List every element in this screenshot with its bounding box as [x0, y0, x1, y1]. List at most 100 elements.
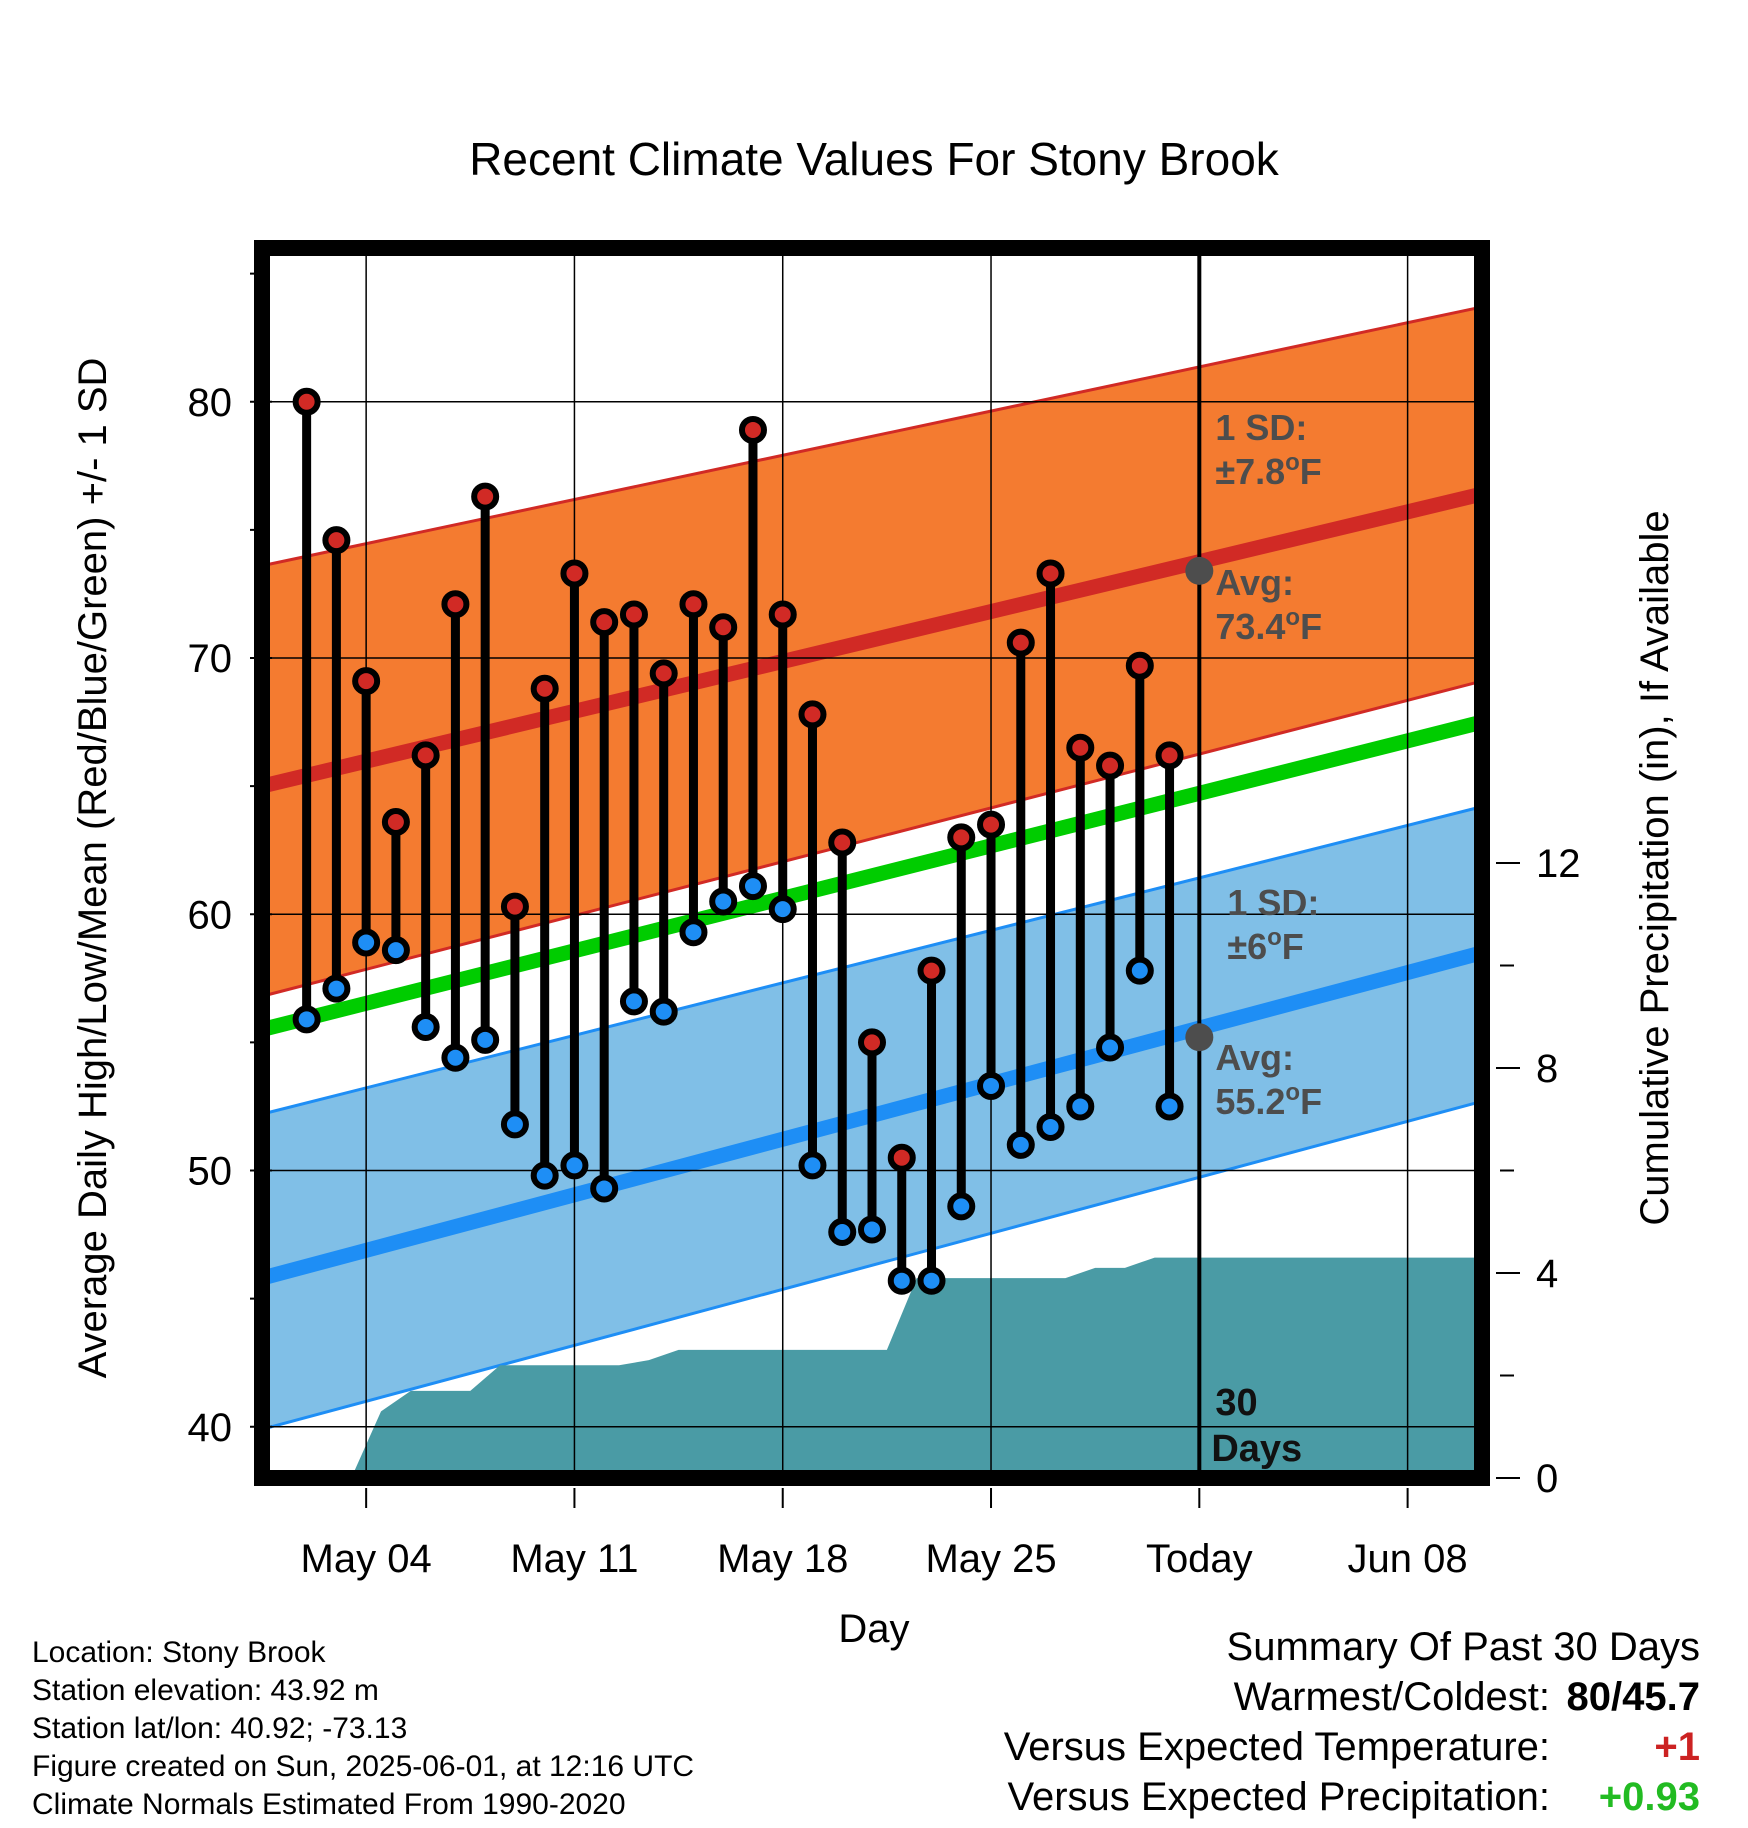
daily-high-point	[768, 600, 797, 629]
daily-low-point	[1096, 1033, 1125, 1062]
y2-axis-label: Cumulative Precipitation (in), If Availa…	[1633, 510, 1677, 1225]
daily-high-point	[1155, 741, 1184, 770]
daily-low-point	[471, 1025, 500, 1054]
mean-high-line	[260, 486, 1484, 794]
vs-temp-label: Versus Expected Temperature:	[1003, 1725, 1550, 1769]
daily-high-point	[619, 600, 648, 629]
today-avg-low-marker	[1185, 1023, 1214, 1052]
high-avg-annotation-line2: 73.4oF	[1215, 604, 1322, 647]
daily-high-point	[530, 674, 559, 703]
daily-high-point	[947, 823, 976, 852]
daily-high-point	[1125, 651, 1154, 680]
daily-high-point	[828, 828, 857, 857]
x-tick-label: May 11	[510, 1537, 638, 1581]
summary-panel: Summary Of Past 30 Days Warmest/Coldest:…	[1004, 1625, 1700, 1825]
daily-high-point	[709, 613, 738, 642]
daily-high-point	[1096, 751, 1125, 780]
x-tick-label: May 18	[717, 1537, 848, 1581]
y-tick-label: 60	[188, 893, 233, 937]
daily-low-point	[1066, 1092, 1095, 1121]
precip-area	[262, 1257, 1482, 1478]
y-axis-label: Average Daily High/Low/Mean (Red/Blue/Gr…	[71, 358, 115, 1379]
daily-low-point	[1125, 956, 1154, 985]
daily-high-point	[1006, 628, 1035, 657]
days-label-line: Days	[1211, 1428, 1302, 1470]
high-sd-band-lower-edge	[261, 679, 1483, 998]
daily-low-point	[977, 1071, 1006, 1100]
vs-precip-value: +0.93	[1598, 1775, 1700, 1819]
info-elevation: Station elevation: 43.92 m	[32, 1674, 379, 1707]
low-sd-band-lower-edge	[261, 1099, 1483, 1431]
daily-low-point	[947, 1192, 976, 1221]
y-tick-label: 40	[188, 1406, 233, 1450]
vs-temp-value: +1	[1654, 1725, 1700, 1769]
daily-high-point	[352, 667, 381, 696]
daily-low-point	[1155, 1092, 1184, 1121]
daily-high-point	[1036, 559, 1065, 588]
daily-high-point	[381, 808, 410, 836]
x-tick-label: Today	[1146, 1537, 1253, 1581]
daily-low-point	[649, 997, 678, 1026]
daily-high-point	[292, 387, 321, 416]
plot-frame	[254, 240, 1490, 1486]
high-sd-annotation-line1: 1 SD:	[1215, 407, 1307, 448]
x-tick-label: May 04	[301, 1537, 432, 1581]
high-sd-band-upper-edge	[261, 305, 1483, 568]
daily-low-point	[619, 987, 648, 1016]
warmest-coldest-label: Warmest/Coldest:	[1233, 1675, 1550, 1719]
daily-high-point	[471, 482, 500, 511]
daily-low-point	[798, 1151, 827, 1180]
low-avg-annotation-line1: Avg:	[1215, 1037, 1294, 1078]
daily-low-point	[887, 1266, 916, 1295]
daily-high-point	[500, 892, 529, 921]
daily-low-point	[530, 1161, 559, 1190]
daily-low-point	[560, 1151, 589, 1180]
daily-low-point	[828, 1218, 857, 1246]
daily-low-point	[352, 928, 381, 957]
mean-line	[260, 714, 1484, 1037]
chart-title: Recent Climate Values For Stony Brook	[469, 133, 1280, 185]
y-tick-label: 50	[188, 1150, 233, 1194]
daily-high-point	[798, 700, 827, 729]
daily-high-point	[858, 1028, 886, 1057]
info-created: Figure created on Sun, 2025-06-01, at 12…	[32, 1750, 695, 1783]
daily-high-point	[590, 608, 619, 637]
y2-tick-label: 0	[1536, 1457, 1558, 1501]
high-sd-annotation-line2: ±7.8oF	[1215, 449, 1321, 492]
station-info: Location: Stony Brook Station elevation:…	[32, 1634, 694, 1824]
y2-tick-label: 12	[1536, 842, 1581, 886]
daily-high-point	[560, 559, 589, 588]
daily-low-point	[709, 887, 738, 916]
high-sd-band	[262, 306, 1482, 997]
daily-low-point	[1006, 1130, 1035, 1159]
daily-low-point	[768, 895, 797, 924]
x-tick-label: May 25	[925, 1537, 1056, 1581]
daily-high-point	[411, 741, 440, 770]
daily-low-point	[292, 1005, 321, 1034]
daily-low-point	[500, 1110, 529, 1139]
low-sd-annotation-line2: ±6oF	[1227, 924, 1303, 967]
low-avg-annotation-line2: 55.2oF	[1215, 1079, 1322, 1122]
days-label-line: 30	[1215, 1382, 1257, 1424]
daily-low-point	[738, 872, 767, 901]
daily-low-point	[590, 1174, 619, 1203]
daily-low-point	[322, 974, 351, 1003]
daily-high-point	[887, 1143, 916, 1172]
y2-tick-label: 8	[1536, 1047, 1558, 1091]
y2-tick-label: 4	[1536, 1252, 1558, 1296]
summary-heading: Summary Of Past 30 Days	[1226, 1625, 1700, 1669]
vs-precip-label: Versus Expected Precipitation:	[1007, 1775, 1550, 1819]
daily-high-point	[917, 956, 946, 985]
daily-low-point	[1036, 1112, 1065, 1141]
x-tick-label: Jun 08	[1348, 1537, 1468, 1581]
daily-high-point	[322, 526, 351, 555]
daily-low-point	[441, 1043, 470, 1072]
daily-low-point	[917, 1266, 946, 1295]
today-avg-high-marker	[1185, 556, 1214, 585]
x-axis-label: Day	[838, 1607, 909, 1651]
daily-high-point	[1066, 733, 1095, 762]
daily-high-point	[679, 590, 708, 619]
daily-high-point	[977, 810, 1006, 839]
high-avg-annotation-line1: Avg:	[1215, 562, 1294, 603]
